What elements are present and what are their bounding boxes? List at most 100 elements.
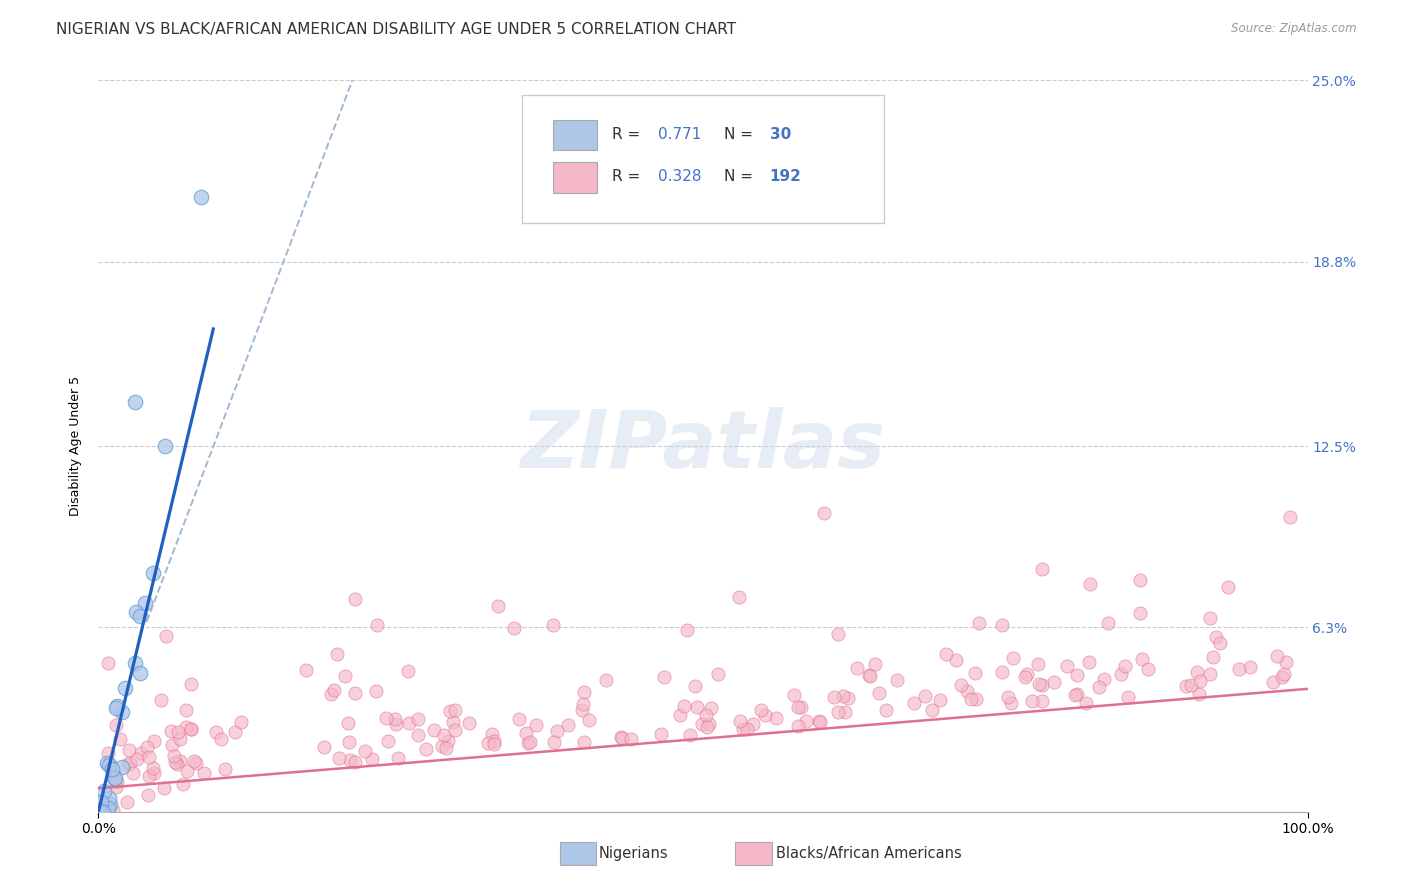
- Point: [1202, 649, 1225, 664]
- Point: [96, 756, 118, 770]
- Point: [965, 692, 987, 706]
- Point: [956, 683, 979, 698]
- Point: [690, 716, 713, 731]
- Text: Nigerians: Nigerians: [599, 847, 669, 861]
- Point: [571, 703, 593, 717]
- Point: [1000, 696, 1022, 710]
- Point: [229, 714, 252, 729]
- Point: [1031, 694, 1053, 708]
- Point: [138, 769, 160, 783]
- Point: [557, 718, 579, 732]
- Point: [481, 727, 503, 741]
- Point: [845, 661, 868, 675]
- Point: [749, 703, 772, 717]
- Point: [319, 687, 342, 701]
- Point: [1271, 670, 1294, 684]
- Point: [858, 668, 880, 682]
- Point: [1078, 655, 1101, 669]
- Point: [903, 696, 925, 710]
- Point: [169, 754, 191, 768]
- Point: [672, 698, 695, 713]
- Point: [343, 755, 366, 769]
- Point: [1092, 672, 1115, 686]
- Point: [91, 804, 114, 818]
- Point: [406, 712, 429, 726]
- Point: [377, 734, 399, 748]
- Text: Blacks/African Americans: Blacks/African Americans: [776, 847, 962, 861]
- Point: [142, 766, 165, 780]
- Point: [1180, 678, 1202, 692]
- Point: [1031, 678, 1053, 692]
- Point: [808, 714, 831, 728]
- Point: [695, 708, 717, 723]
- Point: [124, 395, 146, 409]
- Point: [477, 736, 499, 750]
- Point: [652, 670, 675, 684]
- Point: [486, 599, 509, 613]
- Point: [519, 735, 541, 749]
- Point: [1097, 615, 1119, 630]
- Point: [105, 718, 128, 732]
- Point: [929, 693, 952, 707]
- Point: [104, 768, 127, 782]
- Point: [89, 805, 111, 819]
- Point: [176, 703, 198, 717]
- Point: [1116, 690, 1139, 705]
- Point: [787, 719, 810, 733]
- Point: [1017, 667, 1039, 681]
- Point: [396, 665, 419, 679]
- Point: [1130, 652, 1153, 666]
- Text: 192: 192: [769, 169, 801, 185]
- Text: 0.328: 0.328: [658, 169, 702, 185]
- Point: [735, 722, 758, 736]
- Point: [89, 803, 111, 817]
- Point: [98, 790, 121, 805]
- Point: [205, 724, 228, 739]
- Point: [1136, 662, 1159, 676]
- Point: [1014, 670, 1036, 684]
- Point: [125, 605, 148, 619]
- Point: [103, 772, 125, 786]
- Point: [108, 731, 131, 746]
- Point: [1129, 606, 1152, 620]
- Point: [180, 723, 202, 737]
- Point: [914, 690, 936, 704]
- Point: [808, 714, 831, 729]
- Point: [93, 805, 115, 819]
- Point: [699, 716, 721, 731]
- Point: [1227, 662, 1250, 676]
- Point: [172, 777, 194, 791]
- Point: [794, 714, 817, 729]
- Point: [1267, 649, 1289, 664]
- Point: [166, 756, 188, 771]
- Point: [458, 715, 481, 730]
- Point: [143, 734, 166, 748]
- Point: [1114, 659, 1136, 673]
- Point: [997, 690, 1019, 704]
- FancyBboxPatch shape: [522, 95, 884, 223]
- Point: [439, 704, 461, 718]
- Point: [572, 684, 595, 698]
- Point: [366, 618, 388, 632]
- Point: [572, 734, 595, 748]
- Point: [406, 728, 429, 742]
- Point: [827, 706, 849, 720]
- Point: [176, 720, 198, 734]
- Point: [437, 733, 460, 747]
- Text: N =: N =: [724, 127, 758, 142]
- Point: [97, 801, 120, 815]
- Point: [960, 692, 983, 706]
- Point: [963, 665, 986, 680]
- Point: [991, 618, 1014, 632]
- Point: [134, 596, 156, 610]
- Text: Source: ZipAtlas.com: Source: ZipAtlas.com: [1232, 22, 1357, 36]
- Point: [93, 784, 115, 798]
- Point: [595, 673, 617, 688]
- Point: [875, 703, 897, 717]
- Point: [686, 700, 709, 714]
- Point: [89, 795, 111, 809]
- Point: [111, 706, 134, 720]
- Point: [1078, 576, 1101, 591]
- Point: [921, 703, 943, 717]
- Point: [700, 701, 723, 715]
